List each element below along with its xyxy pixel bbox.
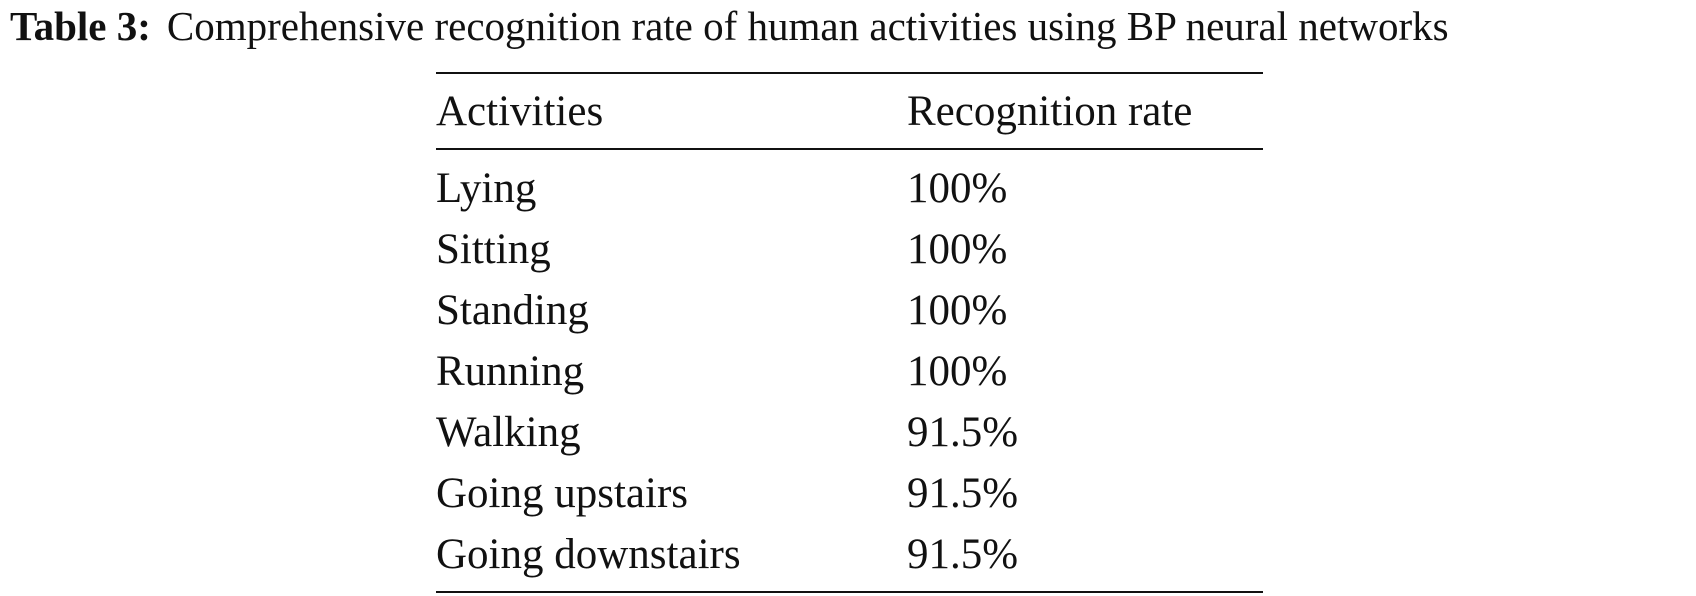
rate-cell: 91.5%	[907, 531, 1019, 578]
table-title: Comprehensive recognition rate of human …	[166, 3, 1449, 49]
activity-cell: Lying	[436, 165, 537, 212]
table-number-label: Table 3:	[10, 3, 151, 49]
activity-cell: Standing	[436, 287, 589, 334]
rate-cell: 91.5%	[907, 470, 1019, 517]
rate-cell: 91.5%	[907, 409, 1019, 456]
activity-cell: Going upstairs	[436, 470, 689, 517]
table-row: Going downstairs 91.5%	[436, 524, 1263, 592]
rate-cell: 100%	[907, 165, 1008, 212]
activity-cell: Going downstairs	[436, 531, 741, 578]
table-body: Lying 100% Sitting 100% Standing 100% Ru…	[436, 149, 1263, 592]
table-row: Running 100%	[436, 341, 1263, 402]
header-row: Activities Recognition rate	[436, 73, 1263, 149]
table-row: Lying 100%	[436, 149, 1263, 219]
rate-cell: 100%	[907, 348, 1008, 395]
activity-cell: Walking	[436, 409, 581, 456]
header-activities: Activities	[436, 87, 604, 135]
recognition-rate-table: Activities Recognition rate Lying 100% S…	[436, 72, 1263, 593]
recognition-rate-table-container: Activities Recognition rate Lying 100% S…	[436, 72, 1263, 593]
table-row: Sitting 100%	[436, 219, 1263, 280]
header-recognition-rate: Recognition rate	[907, 87, 1193, 135]
table-row: Walking 91.5%	[436, 402, 1263, 463]
table-row: Going upstairs 91.5%	[436, 463, 1263, 524]
table-row: Standing 100%	[436, 280, 1263, 341]
rate-cell: 100%	[907, 287, 1008, 334]
activity-cell: Sitting	[436, 226, 551, 273]
table-caption: Table 3: Comprehensive recognition rate o…	[10, 2, 1449, 50]
table-header: Activities Recognition rate	[436, 73, 1263, 149]
rate-cell: 100%	[907, 226, 1008, 273]
activity-cell: Running	[436, 348, 585, 395]
